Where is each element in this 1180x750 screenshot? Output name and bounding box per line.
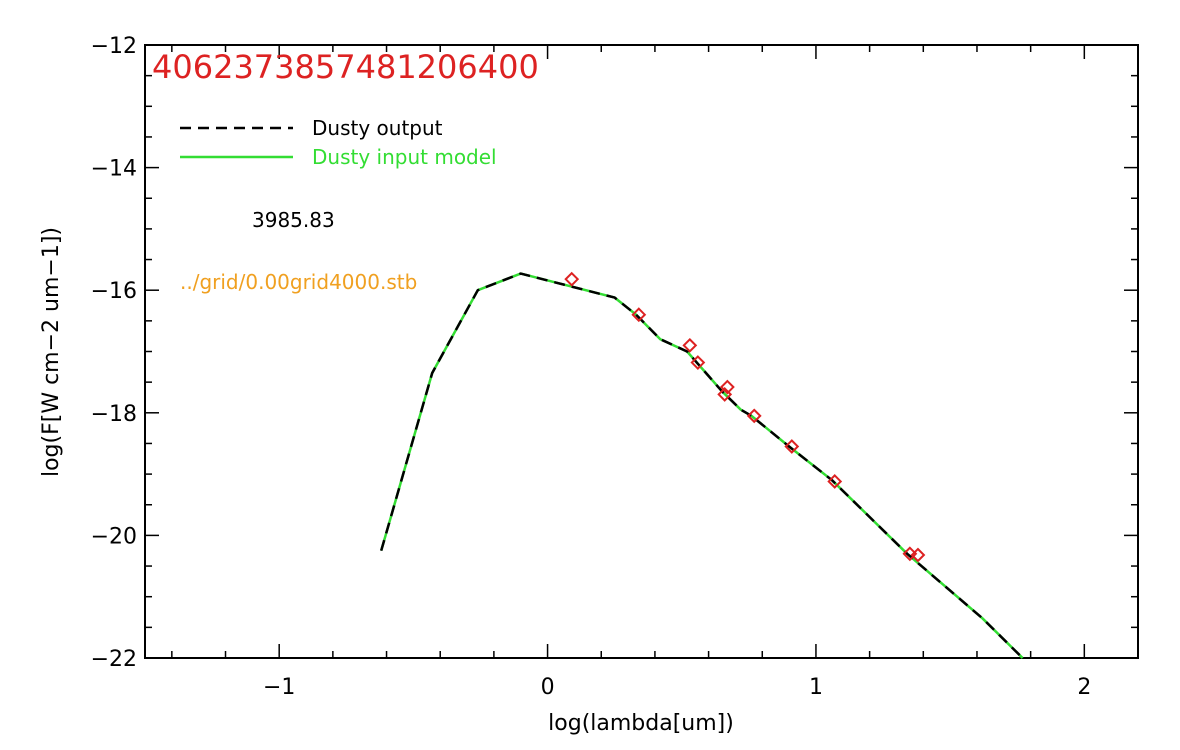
y-tick-label: −14 xyxy=(91,157,137,182)
plot-frame xyxy=(144,44,1139,659)
observed-point xyxy=(690,355,706,370)
observed-point xyxy=(564,271,580,287)
series-lines xyxy=(379,272,1024,659)
chart-title: 4062373857481206400 xyxy=(152,48,539,86)
legend-label-dusty-input: Dusty input model xyxy=(312,145,497,169)
observed-point xyxy=(827,474,843,489)
x-tick-label: 0 xyxy=(541,675,555,700)
observed-point xyxy=(631,307,647,323)
series-line-dusty-input-model xyxy=(379,272,1024,659)
grid-file-annotation: ../grid/0.00grid4000.stb xyxy=(180,270,417,294)
series-line-dusty-output xyxy=(379,272,1024,659)
observed-point xyxy=(719,379,735,395)
y-tick-label: −12 xyxy=(91,34,137,59)
y-tick-label: −20 xyxy=(91,524,137,549)
observed-point xyxy=(746,408,762,424)
legend: Dusty output Dusty input model xyxy=(180,116,497,169)
y-tick-label: −18 xyxy=(91,402,137,427)
observed-point xyxy=(910,547,926,563)
x-tick-label: −1 xyxy=(263,675,295,700)
observed-point xyxy=(682,337,698,353)
y-tick-label: −16 xyxy=(91,279,137,304)
x-axis-label: log(lambda[um]) xyxy=(548,711,734,736)
x-tick-label: 2 xyxy=(1077,675,1091,700)
y-axis-label: log(F[W cm−2 um−1]) xyxy=(39,227,64,477)
legend-label-dusty-output: Dusty output xyxy=(312,116,443,140)
observed-point xyxy=(784,439,800,454)
observed-points xyxy=(564,271,926,563)
y-tick-label: −22 xyxy=(91,647,137,672)
axis-ticks xyxy=(145,45,1138,658)
temperature-annotation: 3985.83 xyxy=(252,208,335,232)
x-tick-label: 1 xyxy=(809,675,823,700)
axis-tick-labels: −1 0 1 2 −22 −20 −18 −16 −14 −12 xyxy=(91,34,1092,700)
